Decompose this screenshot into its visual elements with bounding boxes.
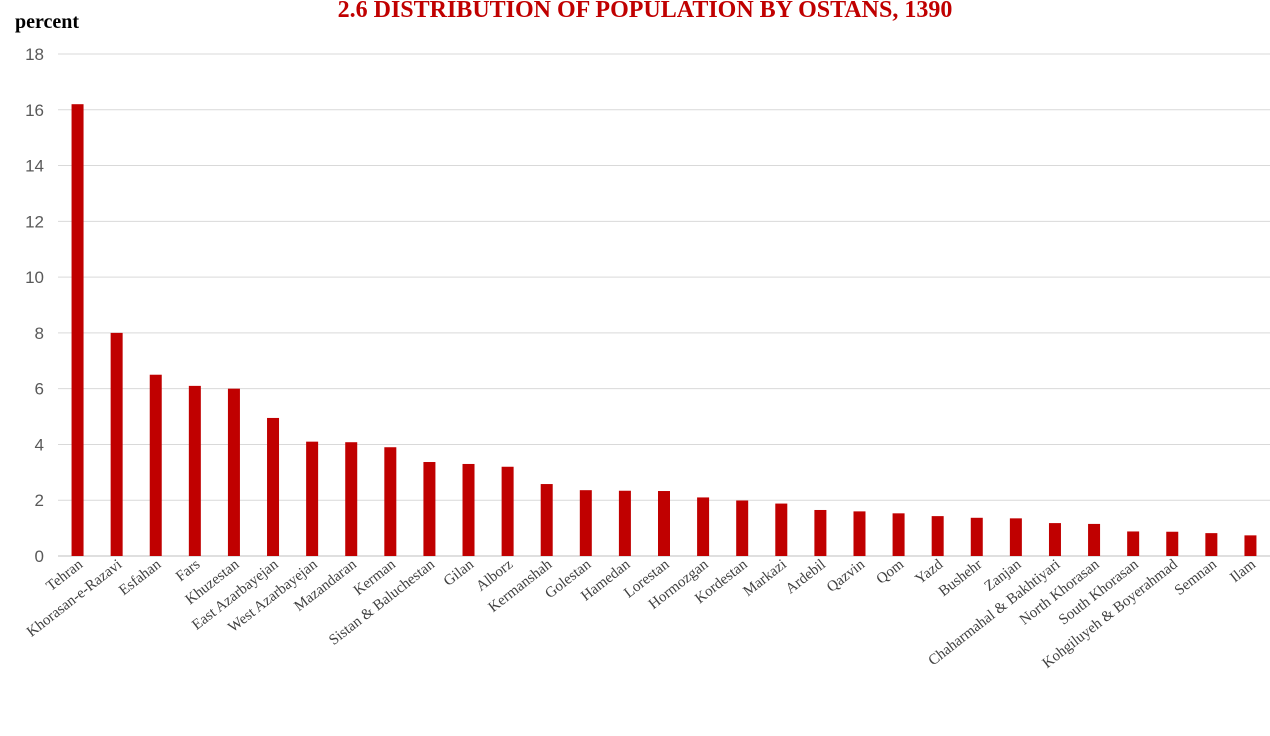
bar (1048, 523, 1061, 556)
y-tick-label: 14 (25, 157, 44, 176)
y-tick-label: 16 (25, 101, 44, 120)
bar (579, 490, 592, 556)
x-tick-label: Markazi (741, 557, 790, 600)
bar (227, 388, 240, 556)
x-tick-label: Qom (874, 556, 908, 587)
bar (775, 503, 788, 556)
bar (736, 500, 749, 556)
y-tick-label: 2 (35, 491, 44, 510)
x-tick-label: Gilan (441, 556, 478, 589)
bar (423, 462, 436, 556)
bar (931, 516, 944, 556)
bar (345, 442, 358, 556)
x-tick-label: Fars (173, 556, 203, 585)
bar (970, 517, 983, 556)
bar (1205, 533, 1218, 556)
bar (1088, 523, 1101, 556)
x-tick-label: Semnan (1172, 556, 1220, 599)
bar (110, 332, 123, 556)
y-tick-label: 8 (35, 324, 44, 343)
bar (658, 491, 670, 556)
bar (306, 441, 319, 556)
bar (267, 417, 280, 556)
gridlines (58, 53, 1270, 557)
y-tick-label: 6 (35, 380, 44, 399)
x-tick-label: Bushehr (936, 557, 985, 600)
y-tick-label: 0 (35, 547, 44, 566)
bar (1244, 535, 1257, 556)
x-tick-label: Esfahan (116, 556, 164, 599)
bars (71, 104, 1257, 556)
y-axis-ticks: 0 2 4 6 8 10 12 14 16 18 (25, 45, 44, 566)
bar (71, 104, 84, 556)
y-axis-label: percent (15, 11, 79, 33)
bar (892, 513, 905, 556)
x-tick-label: Ardebil (783, 557, 829, 598)
bar (149, 374, 162, 556)
bar (1009, 518, 1022, 556)
chart-title: 2.6 DISTRIBUTION OF POPULATION BY OSTANS… (338, 0, 953, 23)
bar (540, 484, 553, 556)
bar (188, 385, 201, 556)
bar (1166, 531, 1179, 556)
bar (618, 490, 631, 556)
bar (814, 509, 827, 556)
bar (697, 497, 710, 556)
bar (1127, 531, 1140, 556)
bar (853, 511, 866, 556)
bar (384, 447, 397, 556)
bar (501, 466, 514, 556)
y-tick-label: 4 (35, 435, 44, 454)
y-tick-label: 10 (25, 268, 44, 287)
bar (462, 463, 475, 556)
y-tick-label: 18 (25, 45, 44, 64)
x-tick-label: Qazvin (824, 556, 868, 596)
y-tick-label: 12 (25, 212, 44, 231)
x-tick-label: Ilam (1227, 556, 1259, 586)
